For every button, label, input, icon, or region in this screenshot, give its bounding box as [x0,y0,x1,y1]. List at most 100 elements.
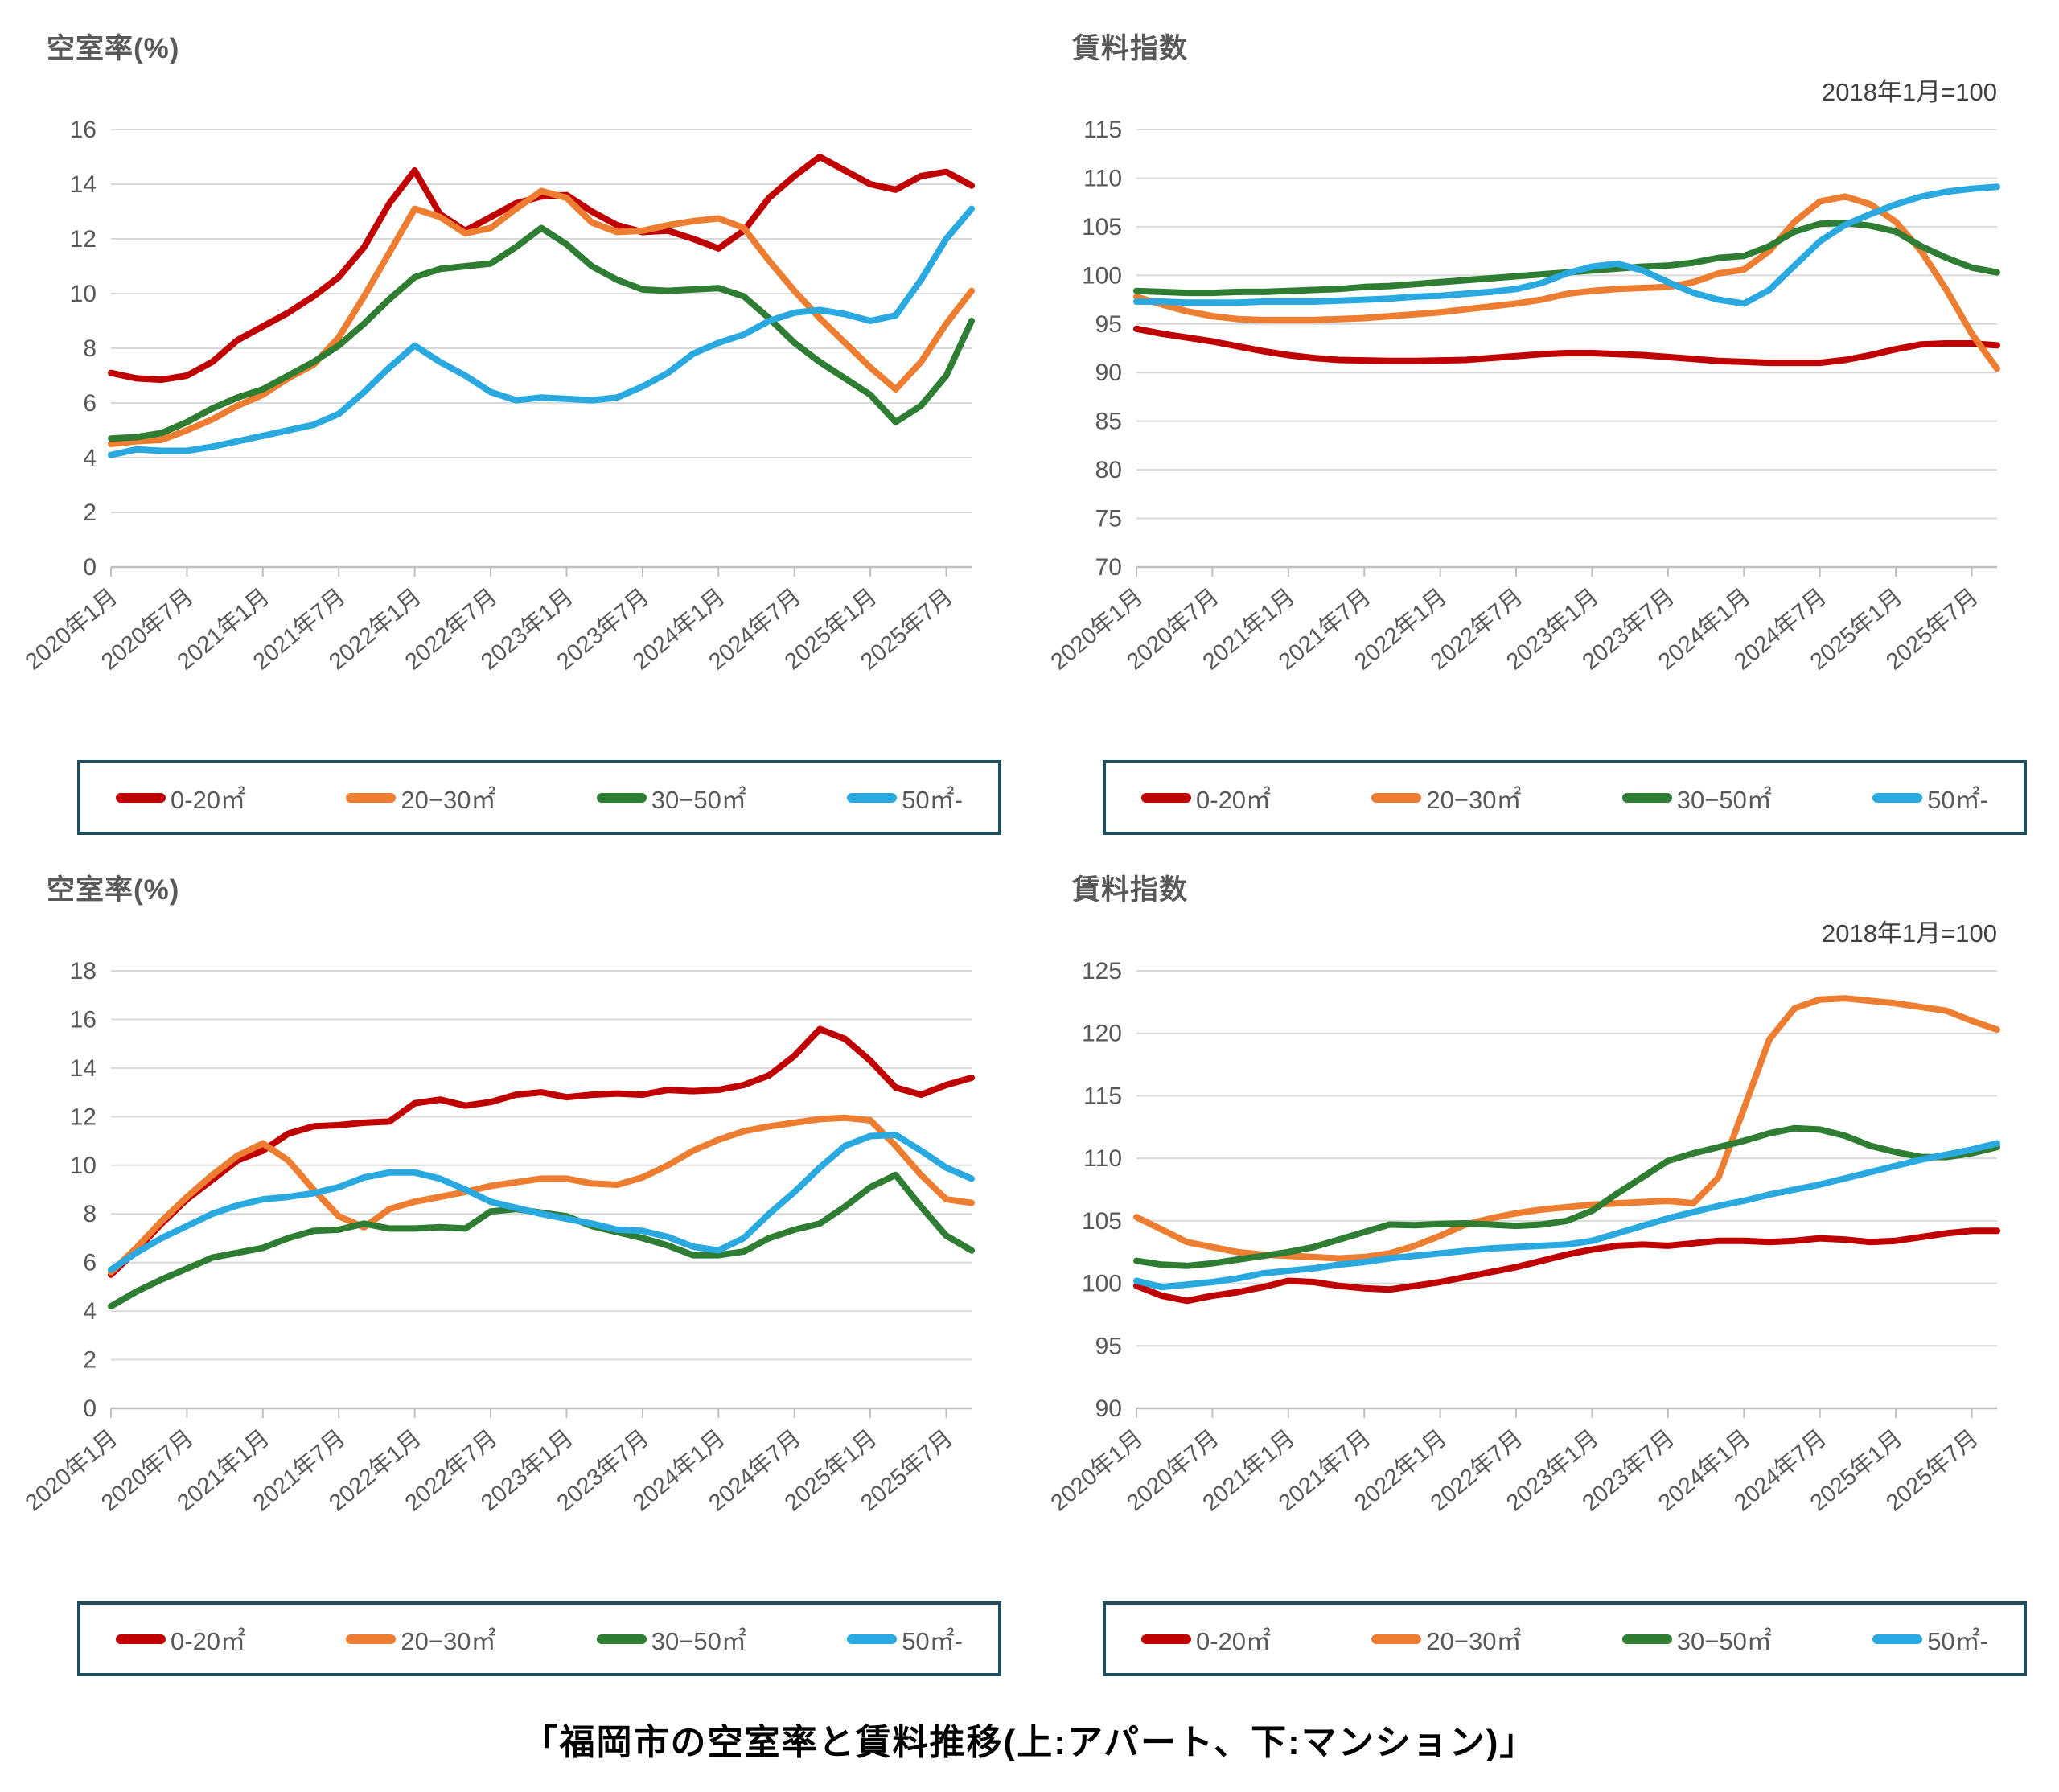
mansion-vacancy-legend: 0-20㎡ 20−30㎡ 30−50㎡ 50㎡- [77,1601,1001,1676]
y-axis-labels: 0 2 4 6 8 10 12 14 16 [70,117,97,581]
svg-text:125: 125 [1082,958,1122,984]
legend-label: 30−50㎡ [1676,1627,1772,1655]
series-line-green [1133,220,2000,297]
svg-text:95: 95 [1095,1333,1122,1359]
svg-text:85: 85 [1095,409,1122,435]
series-swatch-blue [847,792,898,803]
legend-item: 20−30㎡ [1371,1621,1521,1657]
svg-text:115: 115 [1083,117,1122,143]
series-swatch-green [1621,792,1672,803]
series-line-blue [108,205,975,458]
legend-label: 50㎡- [902,1627,963,1655]
series-line-blue [1133,1140,2000,1291]
svg-text:12: 12 [70,226,97,253]
series-swatch-red [116,1634,166,1644]
svg-text:0: 0 [83,1395,97,1422]
series-swatch-blue [1872,792,1923,803]
legend-item: 30−50㎡ [1621,779,1772,816]
svg-text:4: 4 [83,445,97,471]
svg-text:4: 4 [83,1298,97,1325]
apartment-rent-legend: 0-20㎡ 20−30㎡ 30−50㎡ 50㎡- [1103,760,2027,835]
svg-text:0: 0 [83,554,97,581]
legend-item: 50㎡- [1872,1621,1988,1657]
y-axis-labels: 90 95 100 105 110 115 120 125 [1082,958,1122,1422]
series-line-red [108,1025,975,1278]
legend-label: 0-20㎡ [171,1627,246,1655]
mansion-vacancy-chart: 0 2 4 6 8 10 12 14 16 18 2020年1月2020年7月2021年1月2021… [24,958,975,1516]
mansion-vacancy-title: 空室率(%) [47,874,180,906]
legend-label: 20−30㎡ [1426,1627,1522,1655]
legend-item: 20−30㎡ [346,779,495,816]
legend-item: 0-20㎡ [1141,1621,1271,1657]
svg-text:8: 8 [83,1201,97,1227]
svg-text:110: 110 [1083,1145,1122,1172]
svg-text:14: 14 [70,171,97,198]
svg-text:120: 120 [1082,1021,1122,1047]
series-swatch-orange [346,1634,397,1644]
mansion-rent-chart: 2018年1月=100 90 95 100 105 110 115 120 125 2020年1月… [1050,919,2000,1516]
legend-item: 20−30㎡ [346,1621,495,1657]
legend-label: 50㎡- [902,786,963,814]
top-row: 空室率(%) 0 2 4 6 8 10 12 14 16 2020年1月 2020年7月 2021年1… [24,14,2035,835]
legend-item: 0-20㎡ [116,779,245,816]
y-axis-labels: 70 75 80 85 90 95 100 105 110 115 [1082,117,1122,581]
legend-item: 50㎡- [1872,779,1988,816]
series-line-blue [108,1132,975,1273]
apartment-rent-block: 賃料指数 2018年1月=100 70 75 80 85 90 95 100 105 110 115… [1050,14,2035,835]
x-axis-labels: 2020年1月2020年7月2021年1月2021年7月2022年1月2022年… [24,583,958,675]
y-gridlines [1136,129,1997,568]
legend-label: 20−30㎡ [401,786,496,814]
series-line-red [108,154,975,384]
series-swatch-green [596,792,647,803]
legend-item: 30−50㎡ [1621,1621,1772,1657]
svg-text:10: 10 [70,1153,97,1179]
svg-text:95: 95 [1095,311,1122,338]
x-axis [1136,1407,1997,1418]
series-line-green [108,224,975,442]
series-line-red [1133,1227,2000,1305]
apartment-vacancy-chart: 0 2 4 6 8 10 12 14 16 2020年1月2020年7月2021年1月2021年7… [24,117,975,675]
series-swatch-green [1621,1634,1672,1644]
series-line-green [1133,1124,2000,1269]
x-axis [1136,565,1997,577]
apartment-vacancy-title: 空室率(%) [47,33,180,64]
legend-label: 50㎡- [1927,786,1988,814]
svg-text:100: 100 [1082,262,1122,289]
legend-label: 0-20㎡ [171,786,246,814]
series-swatch-red [1141,1634,1191,1644]
mansion-rent-block: 賃料指数 2018年1月=100 90 95 100 105 110 115 120 125 20… [1050,856,2035,1676]
legend-item: 20−30㎡ [1371,779,1521,816]
x-axis-labels: 2020年1月2020年7月2021年1月2021年7月2022年1月2022年… [24,1424,958,1516]
apartment-rent-title: 賃料指数 [1072,33,1189,64]
svg-text:115: 115 [1083,1083,1122,1109]
svg-text:14: 14 [70,1055,97,1082]
x-axis-labels: 2020年1月2020年7月2021年1月2021年7月2022年1月2022年… [1050,1424,1983,1516]
svg-text:75: 75 [1095,506,1122,532]
legend-label: 50㎡- [1927,1627,1988,1655]
apartment-vacancy-block: 空室率(%) 0 2 4 6 8 10 12 14 16 2020年1月 2020年7月 2021年1… [24,14,1009,835]
svg-text:18: 18 [70,958,97,984]
legend-label: 0-20㎡ [1196,1627,1272,1655]
svg-text:6: 6 [83,390,97,417]
svg-text:6: 6 [83,1250,97,1276]
svg-text:12: 12 [70,1104,97,1130]
legend-label: 20−30㎡ [401,1627,496,1655]
svg-text:100: 100 [1082,1271,1122,1297]
legend-label: 30−50㎡ [1676,786,1772,814]
mansion-rent-title: 賃料指数 [1072,874,1189,906]
y-axis-labels: 0 2 4 6 8 10 12 14 16 18 [70,958,97,1422]
legend-item: 50㎡- [847,779,963,816]
index-base-subtitle: 2018年1月=100 [1822,78,1997,106]
legend-label: 30−50㎡ [651,1627,746,1655]
legend-label: 0-20㎡ [1196,786,1272,814]
svg-text:2: 2 [83,499,97,526]
series-swatch-blue [847,1634,898,1644]
figure-caption: 「福岡市の空室率と賃料推移(上:アパート、下:マンション)」 [522,1723,1537,1762]
svg-text:105: 105 [1082,214,1122,240]
apartment-vacancy-legend: 0-20㎡ 20−30㎡ 30−50㎡ 50㎡- [77,760,1001,835]
x-axis [110,565,972,577]
x-axis [110,1407,972,1418]
legend-item: 30−50㎡ [596,779,746,816]
legend-label: 30−50㎡ [651,786,746,814]
